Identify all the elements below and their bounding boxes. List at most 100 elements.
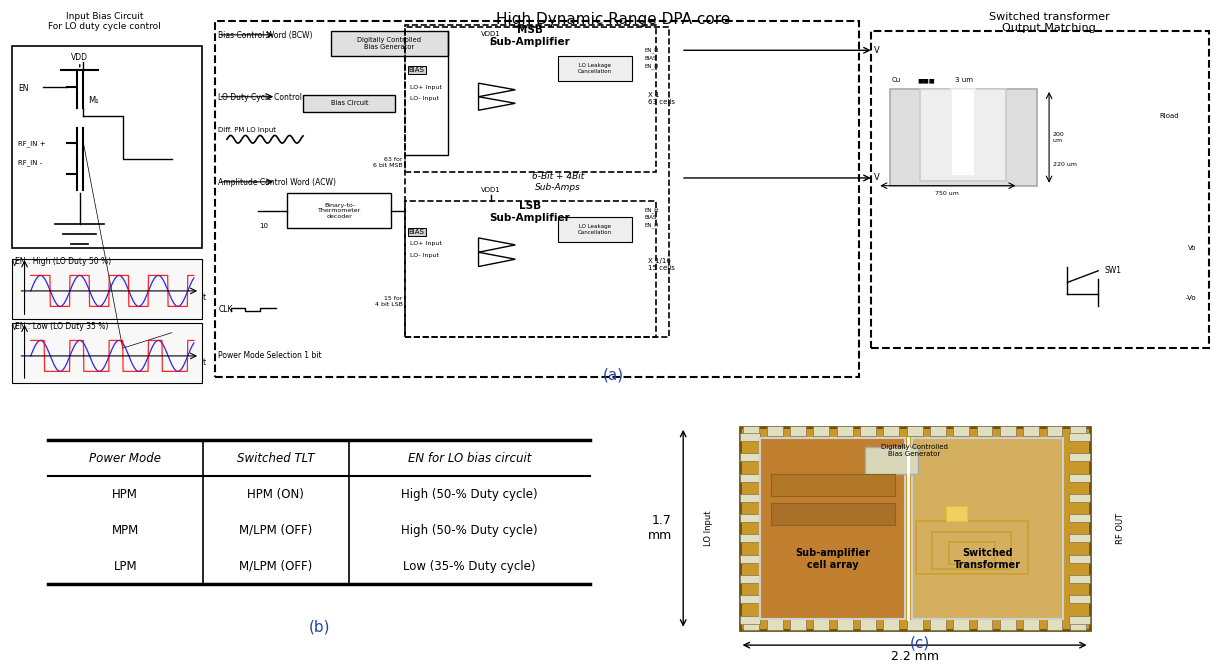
Text: 750 um: 750 um [935, 191, 960, 197]
Bar [907, 426, 923, 436]
Text: Switched transformer
Output Matching: Switched transformer Output Matching [989, 11, 1109, 33]
Text: (b): (b) [308, 620, 330, 635]
Bar [1000, 619, 1016, 630]
Bar [930, 619, 946, 630]
Bar [933, 532, 1011, 569]
Text: Bias Control Word (BCW): Bias Control Word (BCW) [218, 31, 313, 40]
Bar [772, 503, 894, 525]
Text: 63 for
6 bit MSB: 63 for 6 bit MSB [373, 157, 402, 168]
Bar [1069, 454, 1090, 462]
Bar [740, 433, 760, 441]
Bar [740, 575, 760, 583]
Text: t: t [202, 293, 206, 302]
Bar [740, 454, 760, 462]
Text: V: V [875, 46, 880, 55]
FancyBboxPatch shape [331, 31, 448, 56]
Text: M₁: M₁ [88, 96, 99, 105]
Text: BIAS: BIAS [409, 67, 425, 73]
Text: Binary-to-
Thermometer
decoder: Binary-to- Thermometer decoder [318, 203, 362, 219]
Bar [740, 616, 760, 624]
Bar [1023, 426, 1039, 436]
Bar [1069, 474, 1090, 482]
Text: 10: 10 [259, 223, 269, 229]
Text: BIAS: BIAS [644, 215, 656, 220]
Text: LO+ Input: LO+ Input [410, 241, 442, 246]
Bar [767, 619, 783, 630]
Text: VDD1: VDD1 [481, 31, 501, 37]
Text: ■■■: ■■■ [918, 78, 935, 83]
FancyBboxPatch shape [558, 56, 632, 81]
Text: EN_H: EN_H [644, 207, 659, 213]
Text: 200
um: 200 um [1053, 132, 1065, 143]
FancyBboxPatch shape [951, 89, 975, 176]
Text: High (50-% Duty cycle): High (50-% Duty cycle) [401, 488, 537, 501]
Bar [1069, 555, 1090, 563]
Text: HPM: HPM [113, 488, 139, 501]
Text: V: V [875, 173, 880, 183]
Bar [740, 555, 760, 563]
Text: 6-Bit + 4Bit
Sub-Amps: 6-Bit + 4Bit Sub-Amps [533, 172, 584, 191]
Text: LO- Input: LO- Input [410, 253, 439, 258]
Text: Input Bias Circuit
For LO duty cycle control: Input Bias Circuit For LO duty cycle con… [48, 11, 161, 31]
Bar [740, 595, 760, 603]
Text: Switched TLT: Switched TLT [237, 452, 314, 465]
Text: Digitally Controlled
Bias Generator: Digitally Controlled Bias Generator [357, 37, 421, 50]
Text: 1.7
mm: 1.7 mm [648, 514, 672, 542]
Bar [1070, 426, 1086, 436]
Text: LO Input: LO Input [704, 510, 713, 546]
Bar [977, 426, 993, 436]
Text: Amplitude Control Word (ACW): Amplitude Control Word (ACW) [218, 178, 336, 187]
Text: MSB
Sub-Amplifier: MSB Sub-Amplifier [490, 25, 571, 47]
Bar [760, 438, 906, 619]
Text: EN_H: EN_H [644, 222, 659, 228]
Bar [860, 619, 876, 630]
Bar [907, 619, 923, 630]
Bar [814, 426, 829, 436]
Bar [1047, 619, 1063, 630]
Bar [837, 619, 853, 630]
Text: 2.2 mm: 2.2 mm [891, 650, 939, 662]
Text: Vo: Vo [1188, 245, 1196, 251]
Bar [1000, 426, 1016, 436]
Text: CLK: CLK [218, 305, 233, 314]
Text: LO+ Input: LO+ Input [410, 85, 442, 89]
Bar [772, 474, 894, 496]
Text: LO Leakage
Cancellation: LO Leakage Cancellation [578, 63, 612, 74]
Text: t: t [202, 358, 206, 367]
FancyBboxPatch shape [12, 259, 202, 319]
Text: LO Leakage
Cancellation: LO Leakage Cancellation [578, 224, 612, 235]
Text: HPM (ON): HPM (ON) [247, 488, 304, 501]
FancyBboxPatch shape [303, 95, 395, 112]
Text: EN_H: EN_H [644, 47, 659, 53]
Bar [1069, 433, 1090, 441]
Bar [740, 514, 760, 522]
Text: M/LPM (OFF): M/LPM (OFF) [239, 524, 313, 537]
Text: V: V [12, 323, 17, 332]
Text: 220 um: 220 um [1053, 162, 1077, 167]
Text: X 1
63 cells: X 1 63 cells [648, 92, 675, 105]
Bar [977, 619, 993, 630]
Bar [860, 426, 876, 436]
Bar [740, 534, 760, 542]
Text: MPM: MPM [112, 524, 139, 537]
Bar [1069, 595, 1090, 603]
Text: 3 um: 3 um [955, 77, 973, 83]
Text: X 1/16
15 cells: X 1/16 15 cells [648, 259, 675, 271]
Bar [1069, 534, 1090, 542]
Text: VDD: VDD [71, 53, 88, 62]
Bar [744, 619, 760, 630]
Text: High Dynamic Range DPA core: High Dynamic Range DPA core [497, 11, 730, 27]
Text: RF OUT: RF OUT [1117, 513, 1125, 544]
Bar [790, 619, 806, 630]
Text: Power Mode: Power Mode [90, 452, 161, 465]
Bar [744, 426, 760, 436]
Text: V: V [12, 259, 17, 268]
Bar [948, 542, 995, 564]
Text: Bias Circuit: Bias Circuit [331, 100, 368, 106]
Text: High (50-% Duty cycle): High (50-% Duty cycle) [401, 524, 537, 537]
Bar [740, 474, 760, 482]
Text: LO- Input: LO- Input [410, 96, 439, 101]
FancyBboxPatch shape [558, 217, 632, 242]
Bar [1070, 619, 1086, 630]
Text: 15 for
4 bit LSB: 15 for 4 bit LSB [374, 296, 402, 307]
